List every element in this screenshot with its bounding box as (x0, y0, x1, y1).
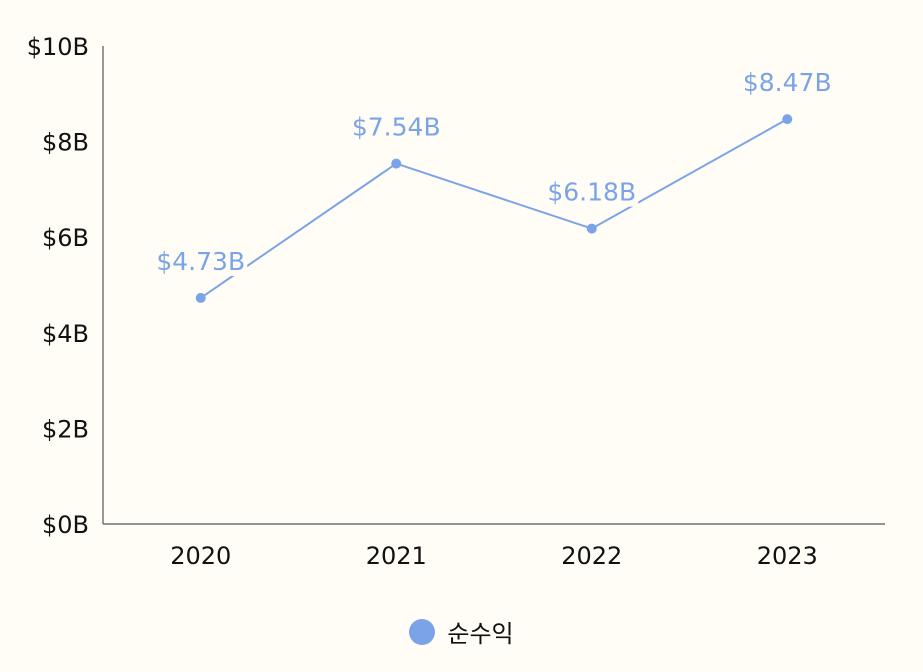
legend-label: 순수익 (447, 620, 514, 648)
data-label: $8.47B (743, 68, 832, 97)
y-tick-label: $0B (42, 511, 89, 539)
legend-swatch-icon (409, 618, 436, 645)
data-point (391, 158, 402, 169)
data-label: $6.18B (547, 178, 636, 207)
legend: 순수익 (0, 614, 923, 649)
x-tick-label: 2020 (170, 542, 231, 570)
data-label: $7.54B (352, 113, 441, 142)
chart-plot: $0B $2B $4B $6B $8B $10B 2020 2021 2022 2023 $4.73… (27, 33, 885, 570)
y-tick-label: $8B (42, 129, 89, 157)
x-tick-label: 2023 (757, 542, 818, 570)
y-tick-label: $2B (42, 415, 89, 443)
series-line (200, 118, 788, 299)
data-label-bg (740, 67, 834, 98)
data-point (195, 292, 206, 303)
data-point (586, 223, 597, 234)
y-tick-label: $4B (42, 320, 89, 348)
data-label-bg (349, 111, 443, 142)
data-label: $4.73B (156, 247, 245, 276)
data-label-bg (545, 176, 639, 207)
data-point (782, 114, 793, 125)
data-label-bg (154, 245, 248, 276)
x-tick-label: 2022 (561, 542, 622, 570)
y-tick-label: $10B (27, 33, 89, 61)
x-tick-label: 2021 (366, 542, 427, 570)
y-tick-label: $6B (42, 224, 89, 252)
